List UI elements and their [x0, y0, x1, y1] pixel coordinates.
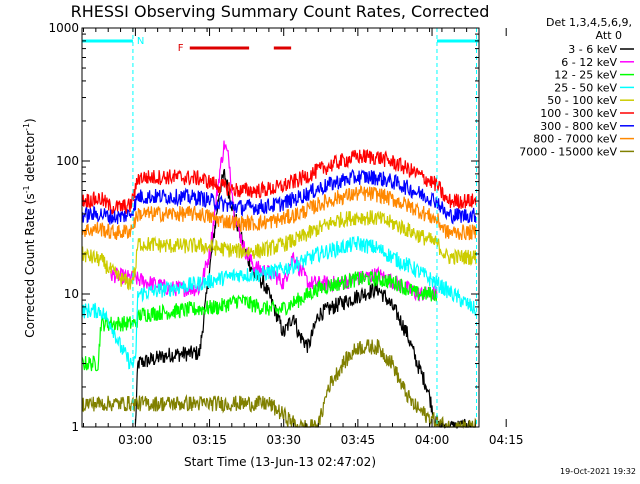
legend-entry-1: 6 - 12 keV: [561, 56, 617, 69]
ticks-layer: 1 10 100 1000 03:00 03:15 03:30 03:45 04:00 04:15: [48, 21, 523, 447]
y-axis-label: Corrected Count Rate (s-1 detector-1): [22, 118, 37, 337]
legend-entry-7: 800 - 7000 keV: [533, 133, 617, 146]
legend-header-line1: Det 1,3,4,5,6,9,: [546, 16, 632, 29]
series-line-3: [81, 236, 477, 370]
series-layer: [81, 140, 477, 430]
legend-header-line2: Att 0: [596, 29, 622, 42]
legend-entry-2: 12 - 25 keV: [554, 69, 617, 82]
night-label: N: [137, 36, 144, 47]
series-line-2: [81, 270, 438, 372]
legend-entry-3: 25 - 50 keV: [554, 81, 617, 94]
y-tick-label-3: 1000: [48, 21, 79, 35]
y-tick-label-0: 1: [71, 420, 79, 434]
series-line-4: [81, 210, 477, 291]
x-tick-label-5: 04:15: [489, 433, 524, 447]
series-line-6: [81, 168, 477, 225]
series-line-0: [134, 168, 477, 430]
y-label-sup1: -1: [22, 185, 31, 193]
series-line-8: [81, 339, 477, 430]
y-label-mid: detector: [23, 131, 37, 186]
y-label-sup2: -1: [22, 123, 31, 131]
legend-entry-0: 3 - 6 keV: [568, 43, 617, 56]
x-tick-label-1: 03:15: [192, 433, 227, 447]
series-line-7: [81, 184, 477, 241]
y-label-end: ): [23, 118, 37, 123]
attenuator-flag-label: F: [178, 43, 184, 54]
legend-entry-4: 50 - 100 keV: [547, 94, 617, 107]
x-axis-label: Start Time (13-Jun-13 02:47:02): [184, 455, 376, 469]
y-tick-label-2: 100: [56, 154, 79, 168]
timestamp: 19-Oct-2021 19:32: [560, 467, 636, 476]
x-tick-label-0: 03:00: [118, 433, 153, 447]
legend-entry-5: 100 - 300 keV: [540, 107, 617, 120]
legend-entry-8: 7000 - 15000 keV: [519, 145, 617, 158]
legend-entry-6: 300 - 800 keV: [540, 120, 617, 133]
overlay-layer: NF: [82, 28, 479, 427]
x-tick-label-3: 03:45: [341, 433, 376, 447]
chart-title: RHESSI Observing Summary Count Rates, Co…: [71, 2, 490, 21]
x-tick-label-2: 03:30: [266, 433, 301, 447]
series-line-5: [81, 149, 477, 216]
plot-frame: [81, 27, 480, 428]
y-tick-label-1: 10: [64, 287, 79, 301]
x-tick-label-4: 04:00: [415, 433, 450, 447]
y-label-main: Corrected Count Rate (s: [23, 193, 37, 337]
